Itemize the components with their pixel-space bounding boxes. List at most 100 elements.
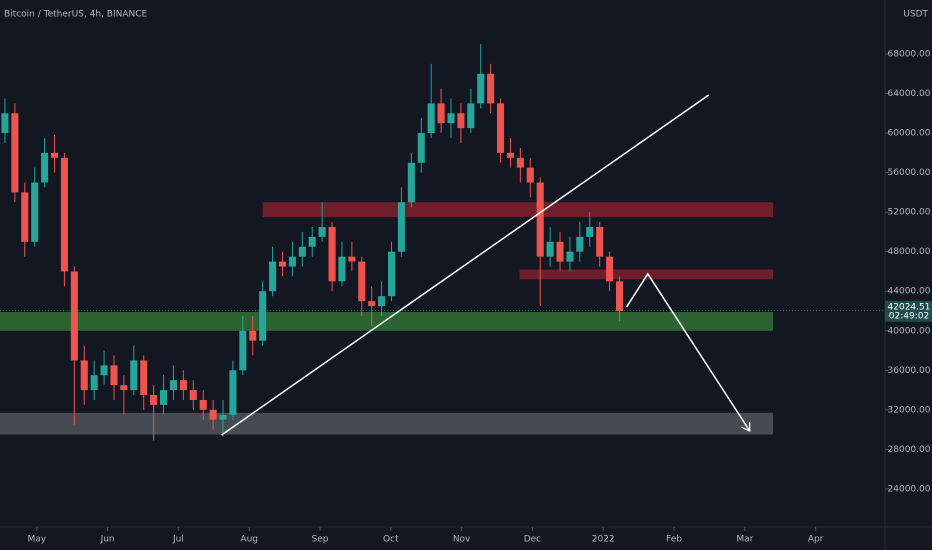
zone: [519, 269, 774, 280]
candle-body: [288, 256, 296, 267]
y-tick-label: 24000.00: [888, 484, 931, 494]
candle-body: [60, 157, 68, 272]
candle-body: [506, 152, 515, 158]
countdown-label: 02:49:02: [889, 311, 929, 321]
candle-body: [229, 370, 237, 415]
candle-body: [269, 261, 277, 292]
candle-body: [90, 375, 98, 391]
candle-body: [140, 360, 148, 396]
candle-body: [546, 241, 554, 257]
candle-body: [606, 256, 614, 282]
candle-body: [259, 291, 267, 341]
zone: [262, 202, 774, 218]
candle-body: [209, 409, 217, 420]
candle-body: [298, 246, 306, 257]
x-tick-label: Nov: [453, 535, 471, 545]
y-tick-label: 36000.00: [888, 366, 931, 376]
candle-body: [199, 399, 207, 410]
candle-body: [477, 73, 485, 104]
x-tick-label: May: [28, 535, 47, 545]
candle-body: [358, 261, 366, 302]
zone: [0, 311, 774, 331]
candle-body: [497, 103, 505, 153]
candle-body: [596, 226, 604, 257]
x-tick-label: Feb: [666, 535, 682, 545]
x-tick-label: Apr: [808, 535, 824, 545]
trend-line: [221, 94, 710, 436]
candle-body: [586, 226, 594, 237]
candle-body: [387, 251, 396, 297]
candle-body: [150, 395, 158, 405]
x-tick-label: Mar: [736, 535, 753, 545]
candle-body: [516, 157, 524, 168]
x-tick-label: Aug: [240, 535, 258, 545]
trend-line: [625, 272, 751, 431]
y-tick-label: 48000.00: [888, 247, 931, 257]
candle-body: [179, 380, 187, 391]
candle-body: [457, 113, 465, 129]
candle-body: [239, 330, 247, 371]
candle-body: [318, 226, 326, 237]
x-tick-label: Jul: [172, 535, 184, 545]
candle-body: [31, 182, 39, 242]
candle-body: [189, 390, 197, 400]
candle-body: [467, 103, 475, 129]
x-tick-label: Jun: [100, 535, 115, 545]
candle-body: [378, 296, 386, 307]
candle-body: [348, 256, 356, 262]
candle-body: [308, 236, 316, 247]
candle-body: [80, 360, 88, 391]
candle-body: [120, 385, 128, 391]
candle-body: [437, 103, 445, 124]
last-price-box: [885, 300, 932, 322]
candle-body: [110, 365, 118, 386]
candle-body: [70, 271, 78, 361]
candle-body: [11, 113, 19, 193]
y-tick-label: 68000.00: [888, 49, 931, 59]
candle-body: [536, 182, 544, 257]
candle-body: [447, 113, 455, 124]
x-tick-label: Oct: [383, 535, 399, 545]
candle-body: [41, 152, 49, 183]
candle-body: [417, 133, 425, 163]
symbol-title: Bitcoin / TetherUS, 4h, BINANCE: [4, 10, 148, 20]
y-tick-label: 60000.00: [888, 129, 931, 139]
candle-body: [338, 256, 346, 282]
y-tick-label: 52000.00: [888, 208, 931, 218]
y-tick-label: 64000.00: [888, 89, 931, 99]
y-tick-label: 44000.00: [888, 287, 931, 297]
candle-body: [160, 390, 168, 405]
x-tick-label: Sep: [312, 535, 329, 545]
currency: USDT: [903, 10, 928, 20]
candle-body: [100, 365, 108, 376]
candle-body: [397, 202, 405, 252]
candle-body: [21, 192, 29, 242]
y-tick-label: 40000.00: [888, 326, 931, 336]
x-tick-label: 2022: [592, 535, 615, 545]
candle-body: [278, 261, 287, 267]
x-tick-label: Dec: [524, 535, 541, 545]
last-price-label: 42024.51: [888, 302, 931, 312]
candle-body: [576, 236, 584, 252]
candle-body: [50, 152, 59, 158]
candle-body: [328, 226, 336, 282]
y-tick-label: 28000.00: [888, 445, 931, 455]
candle-body: [169, 380, 177, 391]
candle-body: [566, 251, 574, 262]
candle-body: [427, 103, 435, 134]
y-tick-label: 32000.00: [888, 405, 931, 415]
y-tick-label: 56000.00: [888, 168, 931, 178]
candle-body: [249, 330, 257, 341]
candle-body: [130, 360, 138, 391]
candle-body: [219, 414, 227, 420]
candle-body: [615, 281, 624, 312]
candle-body: [526, 167, 534, 183]
zone: [0, 412, 774, 435]
candle-body: [487, 73, 495, 104]
candle-body: [407, 162, 415, 203]
candle-body: [1, 113, 9, 134]
candle-body: [556, 241, 564, 262]
